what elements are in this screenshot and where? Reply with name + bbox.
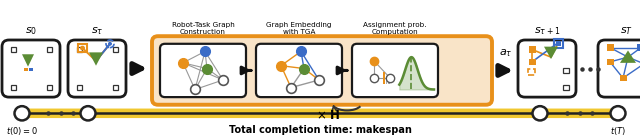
Bar bbox=[113, 85, 118, 90]
FancyBboxPatch shape bbox=[22, 109, 618, 118]
Bar bbox=[620, 75, 627, 81]
FancyBboxPatch shape bbox=[598, 40, 640, 97]
Bar bbox=[388, 79, 390, 84]
Bar bbox=[386, 76, 387, 84]
Bar bbox=[529, 46, 536, 53]
Bar bbox=[10, 47, 15, 52]
Text: $s_0$: $s_0$ bbox=[25, 25, 37, 37]
FancyBboxPatch shape bbox=[352, 44, 438, 97]
Bar bbox=[607, 44, 614, 51]
Bar bbox=[10, 85, 15, 90]
Circle shape bbox=[611, 106, 625, 120]
Text: Graph Embedding
with TGA: Graph Embedding with TGA bbox=[266, 22, 332, 35]
Bar bbox=[637, 44, 640, 51]
Bar bbox=[556, 41, 561, 46]
Text: $\times$ H: $\times$ H bbox=[316, 109, 341, 123]
Bar bbox=[47, 85, 51, 90]
Polygon shape bbox=[89, 52, 103, 66]
Text: $s_{\tau+1}$: $s_{\tau+1}$ bbox=[534, 25, 560, 37]
Bar bbox=[78, 44, 87, 52]
Circle shape bbox=[81, 106, 95, 120]
Bar bbox=[29, 68, 33, 71]
Text: Total completion time: makespan: Total completion time: makespan bbox=[228, 125, 412, 135]
Bar bbox=[607, 59, 614, 65]
FancyBboxPatch shape bbox=[518, 40, 576, 97]
Circle shape bbox=[532, 106, 547, 120]
Text: $t(T)$: $t(T)$ bbox=[610, 125, 626, 137]
FancyBboxPatch shape bbox=[68, 40, 126, 97]
Bar bbox=[77, 85, 81, 90]
Text: Assignment prob.
Computation: Assignment prob. Computation bbox=[364, 22, 427, 35]
Bar bbox=[77, 47, 81, 52]
Bar bbox=[47, 47, 51, 52]
Bar bbox=[383, 72, 385, 84]
Bar bbox=[113, 47, 118, 52]
Bar bbox=[563, 85, 569, 90]
Text: Robot-Task Graph
Construction: Robot-Task Graph Construction bbox=[172, 22, 234, 35]
Circle shape bbox=[108, 42, 112, 46]
Polygon shape bbox=[620, 51, 636, 63]
FancyBboxPatch shape bbox=[256, 44, 342, 97]
FancyBboxPatch shape bbox=[160, 44, 246, 97]
Circle shape bbox=[15, 106, 29, 120]
Polygon shape bbox=[544, 47, 558, 59]
Text: $s_T$: $s_T$ bbox=[621, 25, 634, 37]
Bar bbox=[554, 39, 563, 48]
Text: $t(0) = 0$: $t(0) = 0$ bbox=[6, 125, 38, 137]
Polygon shape bbox=[22, 54, 34, 67]
Bar bbox=[528, 69, 535, 75]
Bar bbox=[24, 68, 28, 71]
Circle shape bbox=[80, 46, 85, 51]
FancyBboxPatch shape bbox=[2, 40, 60, 97]
Bar bbox=[529, 59, 536, 65]
FancyBboxPatch shape bbox=[152, 36, 492, 105]
Text: $s_{\tau}$: $s_{\tau}$ bbox=[91, 25, 103, 37]
Text: $a_{\tau}$: $a_{\tau}$ bbox=[499, 47, 513, 59]
Bar bbox=[563, 68, 569, 73]
